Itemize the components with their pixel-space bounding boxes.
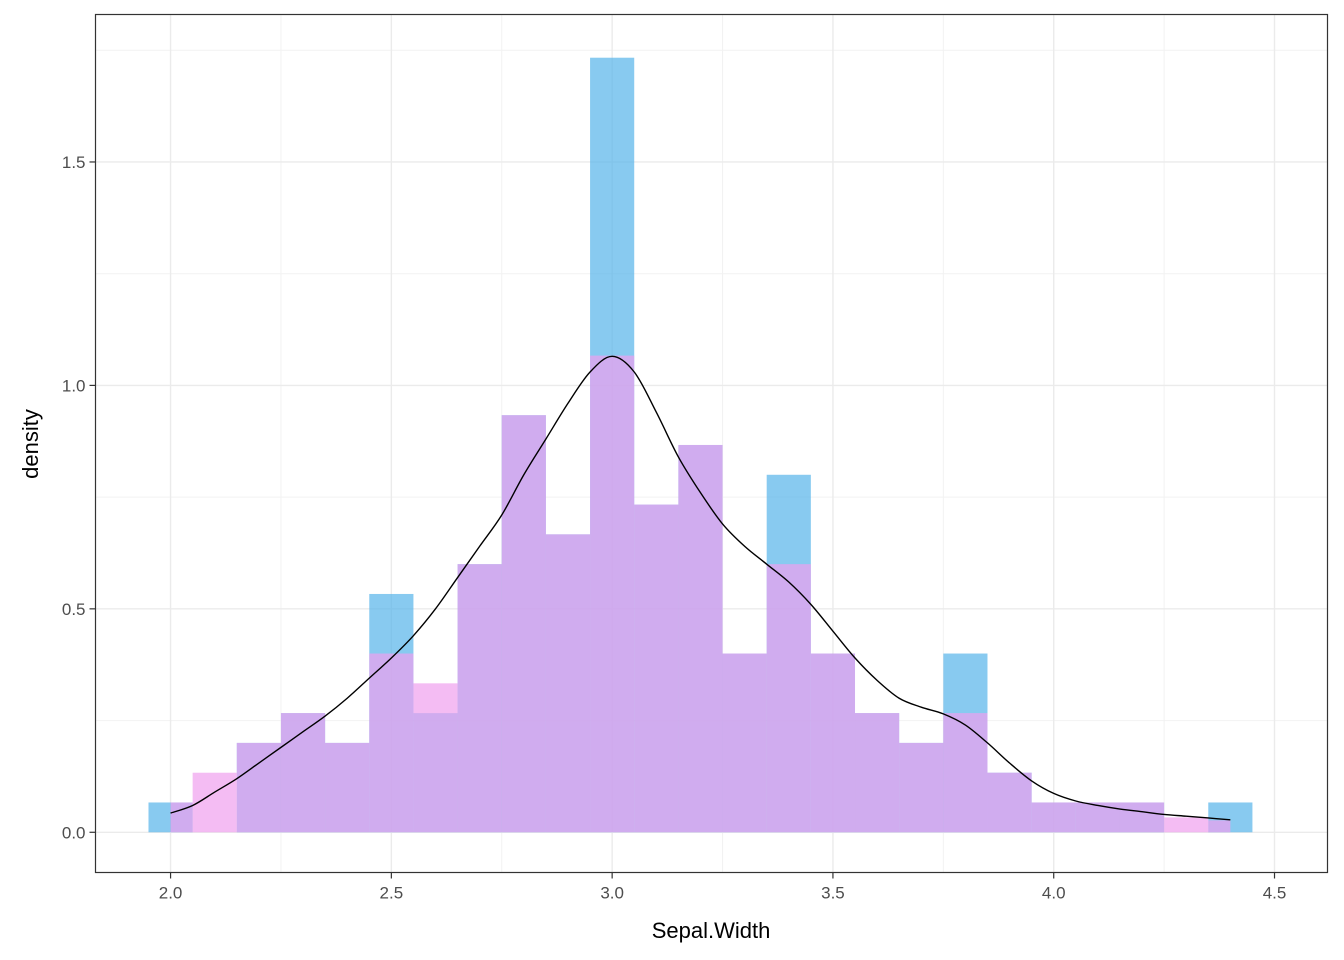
- pink-histogram-bar: [413, 683, 458, 833]
- pink-histogram-bar: [501, 415, 546, 833]
- pink-histogram-bar: [457, 564, 502, 833]
- panel-border: [94, 13, 1329, 874]
- pink-histogram-bar: [1164, 817, 1209, 833]
- pink-histogram-bar: [1208, 820, 1231, 833]
- y-tick-label: 1.0: [62, 376, 86, 395]
- pink-histogram-bar: [899, 742, 944, 833]
- x-tick-label: 3.0: [600, 884, 624, 903]
- y-tick-label: 0.0: [62, 823, 86, 842]
- pink-histogram-bar: [987, 772, 1032, 833]
- y-axis-title: density: [18, 409, 43, 479]
- pink-histogram-bar: [280, 713, 326, 833]
- pink-histogram-bar: [545, 534, 591, 833]
- y-tick-label: 1.5: [62, 153, 86, 172]
- pink-histogram-bar: [678, 444, 723, 833]
- pink-histogram-bar: [634, 504, 679, 833]
- pink-histogram-bar: [810, 653, 856, 833]
- pink-histogram-bar: [722, 653, 767, 833]
- x-tick-label: 3.5: [821, 884, 845, 903]
- pink-histogram-bar: [236, 742, 281, 833]
- y-axis: 0.0 0.5 1.0 1.5: [62, 153, 96, 842]
- x-tick-label: 4.5: [1263, 884, 1287, 903]
- pink-histogram-bar: [170, 802, 193, 833]
- pink-histogram-series: [170, 355, 1231, 833]
- y-tick-label: 0.5: [62, 600, 86, 619]
- x-tick-label: 2.5: [380, 884, 404, 903]
- x-axis: 2.0 2.5 3.0 3.5 4.0 4.5: [159, 872, 1287, 903]
- pink-histogram-bar: [369, 653, 414, 833]
- pink-histogram-bar: [943, 713, 988, 833]
- density-curve-layer: [170, 355, 1231, 821]
- pink-histogram-bar: [590, 355, 635, 833]
- x-axis-title: Sepal.Width: [652, 918, 771, 943]
- x-tick-label: 2.0: [159, 884, 183, 903]
- pink-histogram-bar: [855, 713, 900, 833]
- pink-histogram-bar: [766, 564, 811, 833]
- x-tick-label: 4.0: [1042, 884, 1066, 903]
- pink-histogram-bar: [1075, 802, 1120, 833]
- pink-histogram-bar: [1119, 802, 1165, 833]
- pink-histogram-bar: [1031, 802, 1076, 833]
- density-curve: [170, 355, 1231, 821]
- pink-histogram-bar: [325, 742, 370, 833]
